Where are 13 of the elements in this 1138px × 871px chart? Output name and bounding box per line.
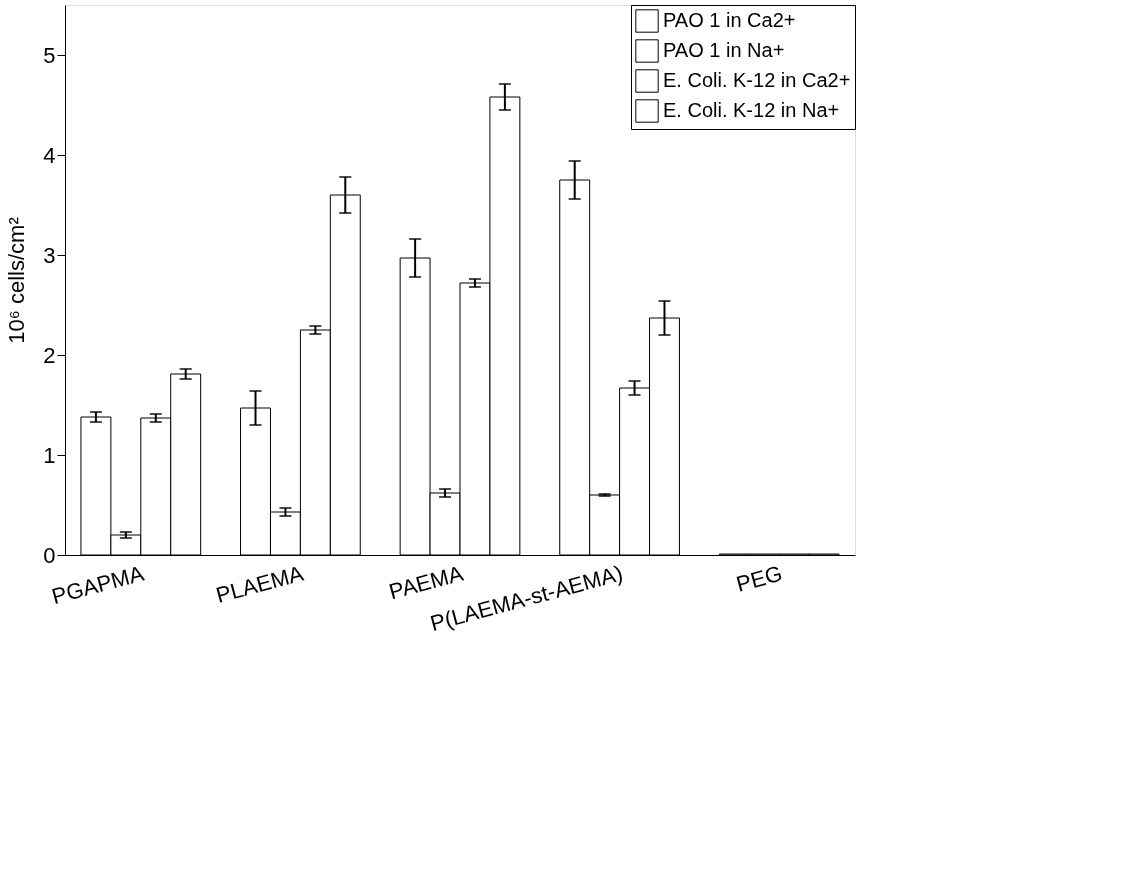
x-tick-label: PEG bbox=[733, 560, 785, 597]
y-tick-label: 3 bbox=[43, 242, 56, 268]
legend-label: E. Coli. K-12 in Ca2+ bbox=[663, 69, 851, 91]
y-tick-label: 4 bbox=[43, 142, 56, 168]
legend-label: PAO 1 in Na+ bbox=[663, 39, 785, 61]
legend-label: PAO 1 in Ca2+ bbox=[663, 9, 796, 31]
y-tick-label: 2 bbox=[43, 342, 56, 368]
legend-label: E. Coli. K-12 in Na+ bbox=[663, 99, 840, 121]
x-tick-label: PLAEMA bbox=[213, 560, 307, 608]
y-tick-label: 0 bbox=[43, 542, 56, 568]
y-tick-label: 5 bbox=[43, 42, 56, 68]
y-tick-label: 1 bbox=[43, 442, 56, 468]
y-axis-title: 10⁶ cells/cm² bbox=[4, 217, 30, 344]
